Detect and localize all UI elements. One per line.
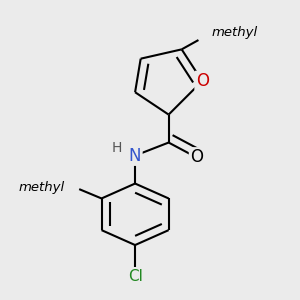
Text: O: O [190, 148, 203, 166]
Text: methyl: methyl [18, 181, 64, 194]
Text: Cl: Cl [128, 269, 142, 284]
Text: N: N [129, 147, 141, 165]
Text: H: H [111, 141, 122, 155]
Text: methyl: methyl [212, 26, 258, 39]
Text: O: O [196, 72, 209, 90]
